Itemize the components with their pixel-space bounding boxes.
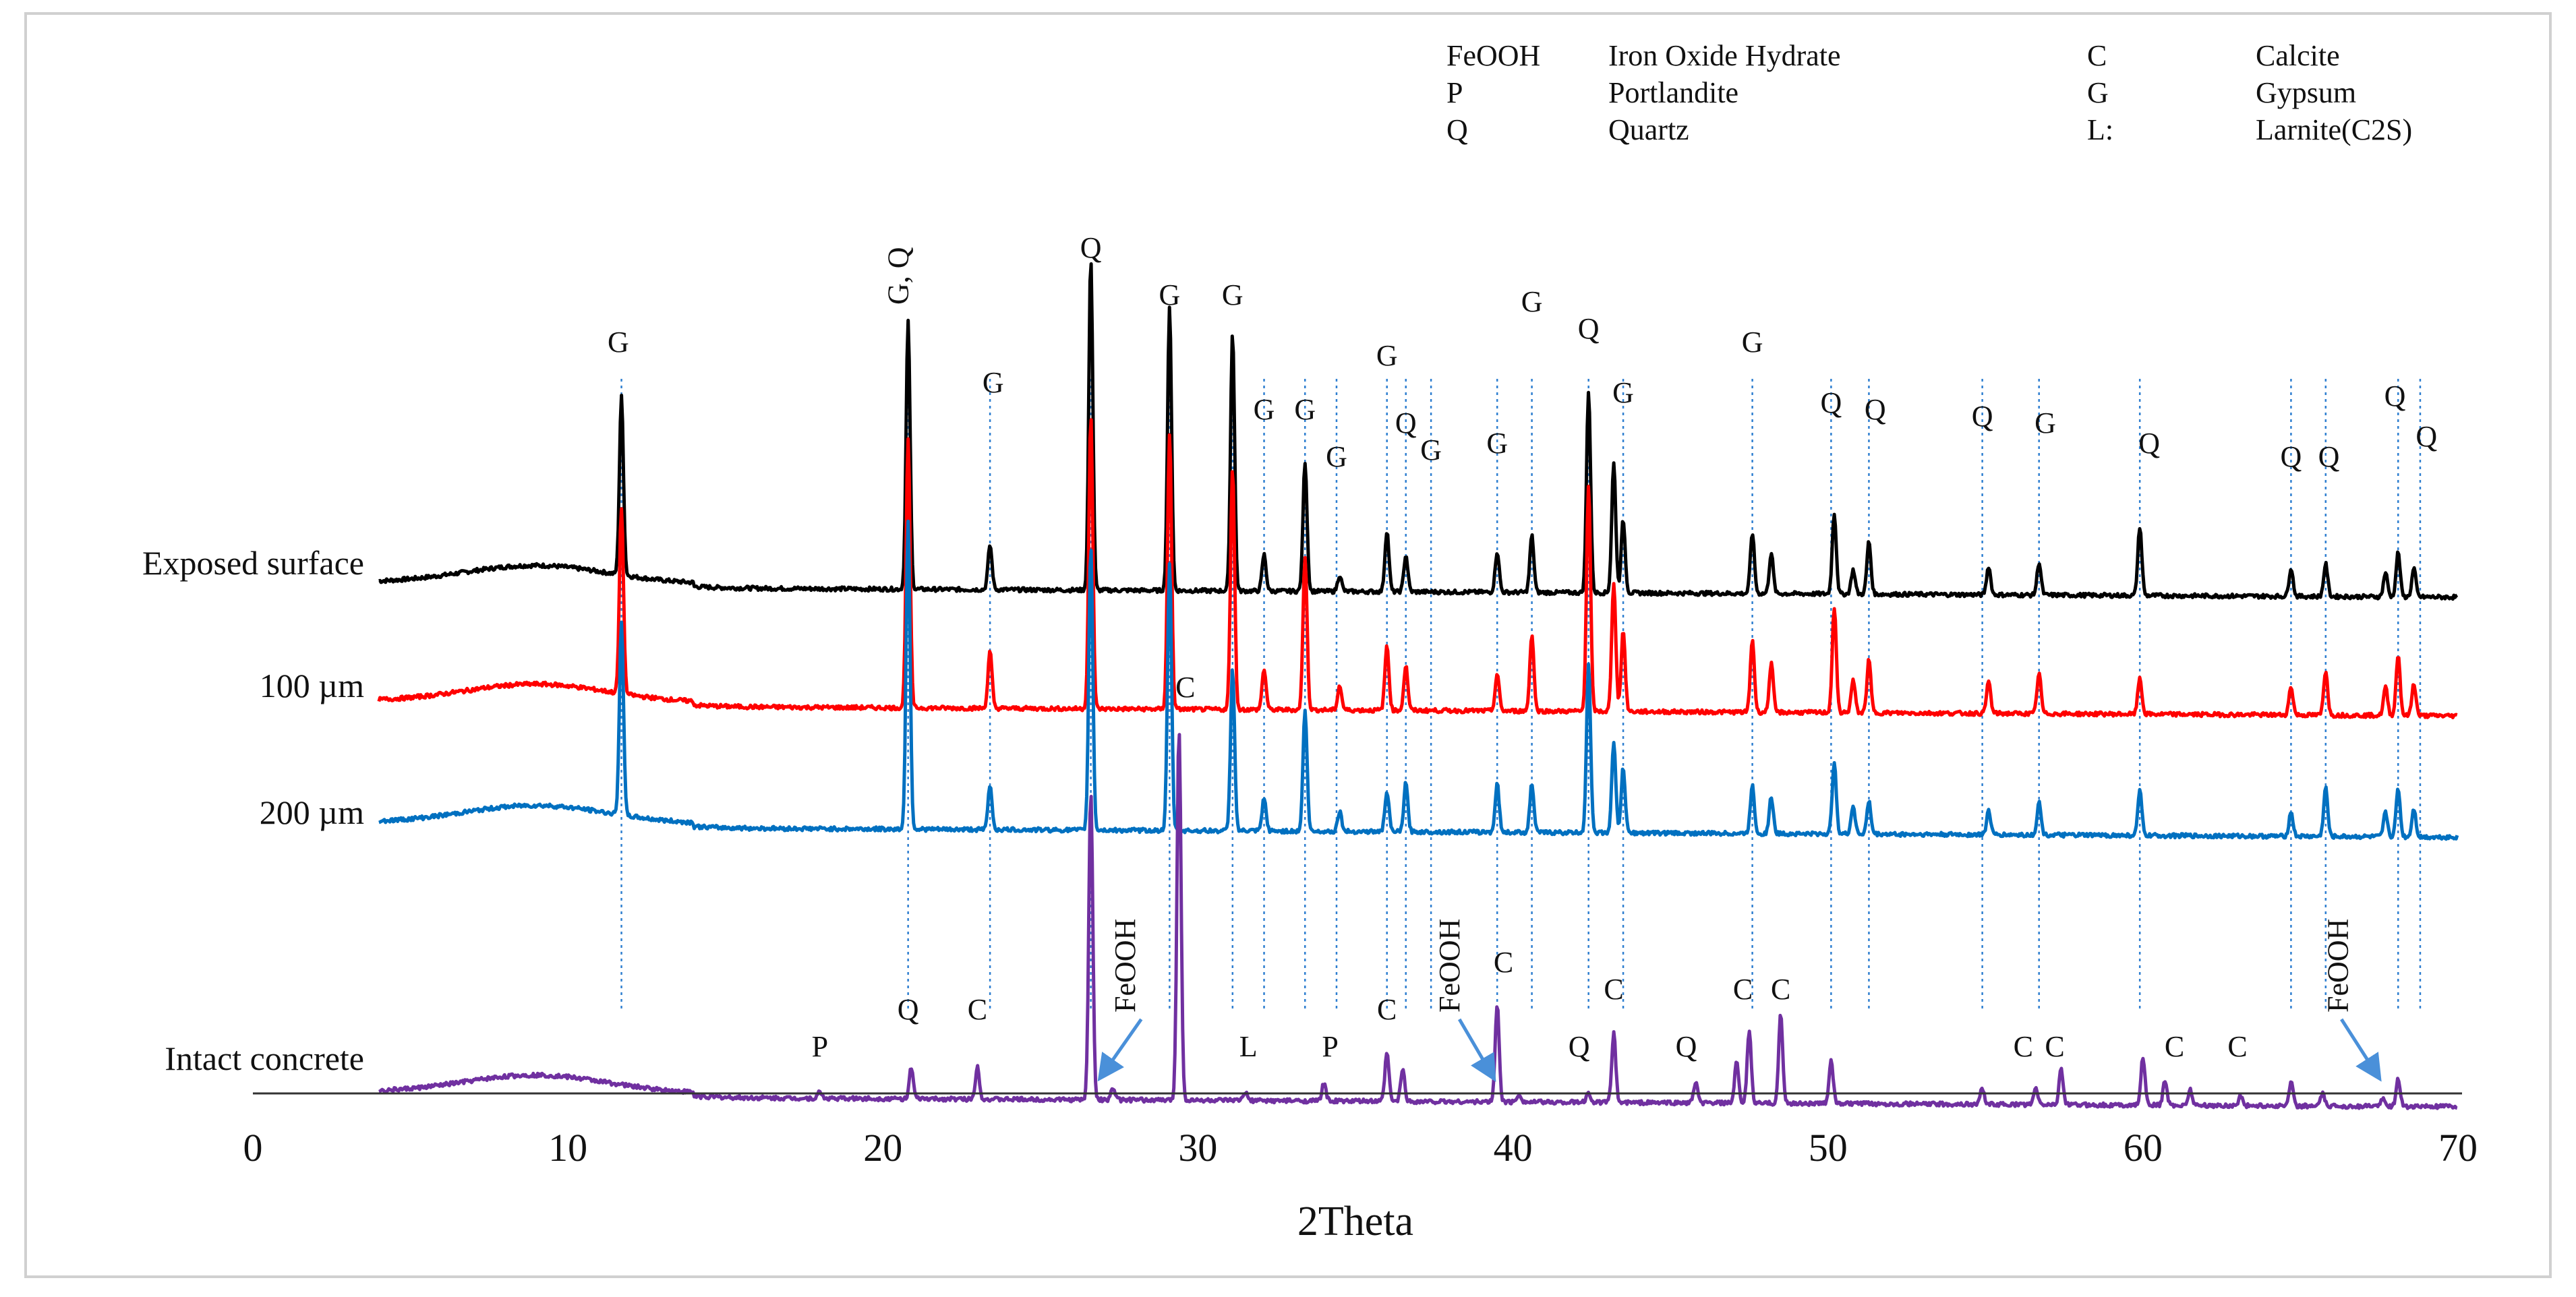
peak-label: C bbox=[1771, 973, 1790, 1006]
peak-label: Q bbox=[1395, 406, 1417, 440]
feooh-arrow bbox=[1097, 1018, 1143, 1082]
legend: FeOOH Iron Oxide Hydrate P Portlandite Q Quar… bbox=[1446, 39, 2412, 146]
x-tick-label: 70 bbox=[2438, 1126, 2478, 1170]
peak-label: G bbox=[1326, 440, 1347, 473]
peak-label: C bbox=[1175, 671, 1195, 704]
legend-code: L: bbox=[2087, 113, 2113, 146]
peak-label: Q bbox=[898, 993, 919, 1026]
x-tick-label: 20 bbox=[863, 1126, 902, 1170]
peak-label: C bbox=[2014, 1030, 2033, 1063]
peak-label: Q bbox=[2416, 420, 2437, 453]
series-name-label: 100 µm bbox=[260, 667, 364, 704]
x-tick-label: 50 bbox=[1809, 1126, 1848, 1170]
peak-label: G bbox=[1420, 433, 1442, 466]
legend-name: Larnite(C2S) bbox=[2256, 113, 2412, 146]
legend-name: Portlandite bbox=[1608, 76, 1738, 109]
series-names: Exposed surface 100 µm 200 µm Intact concre… bbox=[142, 544, 364, 1077]
peak-label: Q bbox=[1569, 1030, 1590, 1063]
peak-label: C bbox=[1733, 973, 1753, 1006]
peak-label: Q bbox=[2138, 427, 2160, 460]
series-name-label: Intact concrete bbox=[165, 1039, 364, 1077]
series-name-label: 200 µm bbox=[260, 793, 364, 831]
peak-label: G bbox=[1376, 339, 1398, 372]
legend-code: FeOOH bbox=[1446, 39, 1540, 72]
peak-label: C bbox=[2045, 1030, 2064, 1063]
legend-name: Gypsum bbox=[2256, 76, 2356, 109]
legend-name: Calcite bbox=[2256, 39, 2340, 72]
peak-label: FeOOH bbox=[1109, 919, 1142, 1013]
series-lines bbox=[377, 262, 2459, 1110]
legend-name: Iron Oxide Hydrate bbox=[1608, 39, 1841, 72]
peak-label: G, Q bbox=[882, 247, 915, 305]
peak-label: G bbox=[1254, 393, 1275, 426]
x-tick-label: 10 bbox=[548, 1126, 587, 1170]
peak-label: G bbox=[1159, 278, 1180, 311]
legend-code: G bbox=[2087, 76, 2109, 109]
series-line bbox=[378, 733, 2458, 1110]
peak-label: G bbox=[1521, 285, 1543, 318]
peak-label: P bbox=[1322, 1030, 1338, 1063]
feooh-arrow bbox=[2340, 1018, 2382, 1082]
peak-label: C bbox=[1604, 973, 1623, 1006]
peak-label: FeOOH bbox=[1433, 919, 1466, 1013]
peak-label: G bbox=[1486, 427, 1508, 460]
peak-label: G bbox=[983, 366, 1004, 399]
peak-label: C bbox=[968, 993, 987, 1026]
series-line bbox=[378, 519, 2459, 841]
legend-code: Q bbox=[1446, 113, 1468, 146]
peak-label: P bbox=[812, 1030, 828, 1063]
peak-label: C bbox=[2227, 1030, 2247, 1063]
legend-name: Quartz bbox=[1608, 113, 1689, 146]
peak-label: Q bbox=[1820, 386, 1842, 419]
x-tick-label: 60 bbox=[2124, 1126, 2163, 1170]
peak-label: Q bbox=[1080, 231, 1102, 264]
peak-label: Q bbox=[2281, 440, 2302, 473]
peak-label: G bbox=[1612, 376, 1634, 409]
feooh-arrow bbox=[1457, 1018, 1496, 1082]
peak-label: Q bbox=[2318, 440, 2340, 473]
peak-label: FeOOH bbox=[2322, 919, 2355, 1013]
peak-label: G bbox=[608, 326, 629, 359]
x-axis-label: 2Theta bbox=[1297, 1199, 1413, 1244]
peak-label: Q bbox=[1676, 1030, 1697, 1063]
legend-code: C bbox=[2087, 39, 2107, 72]
peak-label: G bbox=[1222, 278, 1243, 311]
peak-label: C bbox=[2165, 1030, 2184, 1063]
x-tick-label: 0 bbox=[243, 1126, 263, 1170]
x-tick-label: 40 bbox=[1494, 1126, 1533, 1170]
peak-label: G bbox=[1742, 326, 1763, 359]
peak-label: Q bbox=[1972, 400, 1993, 433]
reference-lines bbox=[620, 379, 2422, 1013]
peak-label: Q bbox=[2384, 380, 2406, 413]
peak-label: Q bbox=[1865, 393, 1886, 426]
x-tick-label: 30 bbox=[1178, 1126, 1217, 1170]
series-name-label: Exposed surface bbox=[142, 544, 364, 582]
peak-label: G bbox=[2035, 406, 2056, 440]
peak-label: L bbox=[1239, 1030, 1258, 1063]
series-line bbox=[377, 418, 2458, 719]
legend-code: P bbox=[1446, 76, 1463, 109]
peak-label: C bbox=[1377, 993, 1397, 1026]
peak-label: G bbox=[1294, 393, 1316, 426]
x-axis: 0 10 20 30 40 50 60 70 bbox=[243, 1092, 2478, 1170]
series-line bbox=[378, 262, 2459, 601]
peak-label: Q bbox=[1578, 312, 1600, 345]
peak-label: C bbox=[1494, 946, 1513, 979]
